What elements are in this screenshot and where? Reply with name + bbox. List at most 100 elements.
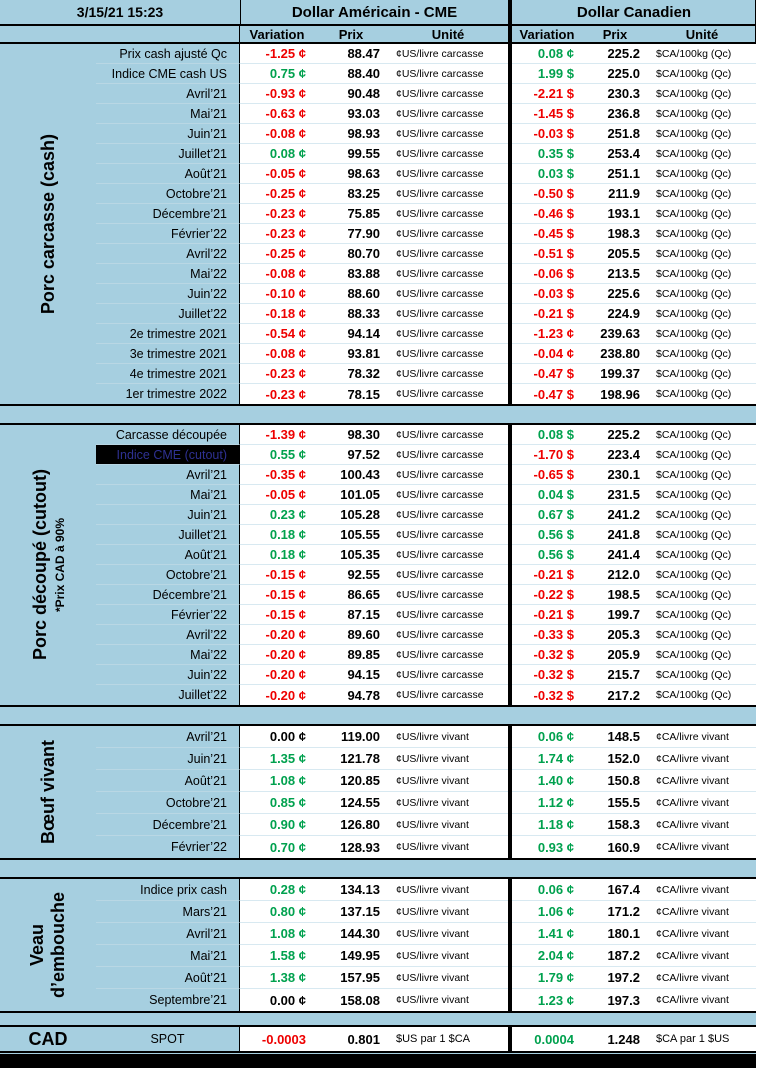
ca-variation-cell[interactable]: -0.21 $ — [512, 565, 582, 585]
row-label-cell[interactable]: Avril’21 — [96, 84, 240, 104]
us-unit-cell[interactable]: ¢US/livre vivant — [388, 748, 508, 770]
row-label-cell[interactable]: Février’22 — [96, 605, 240, 625]
us-variation-cell[interactable]: -1.25 ¢ — [240, 44, 314, 64]
ca-variation-cell[interactable]: 1.18 ¢ — [512, 814, 582, 836]
ca-price-cell[interactable]: 197.2 — [582, 967, 648, 989]
us-unit-cell[interactable]: ¢US/livre vivant — [388, 879, 508, 901]
us-variation-cell[interactable]: -0.15 ¢ — [240, 565, 314, 585]
us-unit-cell[interactable]: ¢US/livre vivant — [388, 770, 508, 792]
row-label-cell[interactable]: Août’21 — [96, 770, 240, 792]
row-label-cell[interactable]: 2e trimestre 2021 — [96, 324, 240, 344]
row-label-cell[interactable]: Indice CME cash US — [96, 64, 240, 84]
ca-variation-cell[interactable]: 0.04 $ — [512, 485, 582, 505]
us-variation-cell[interactable]: -0.93 ¢ — [240, 84, 314, 104]
us-price-cell[interactable]: 86.65 — [314, 585, 388, 605]
us-unit-cell[interactable]: ¢US/livre carcasse — [388, 525, 508, 545]
us-unit-cell[interactable]: ¢US/livre vivant — [388, 945, 508, 967]
ca-variation-cell[interactable]: -0.06 $ — [512, 264, 582, 284]
us-variation-cell[interactable]: -0.54 ¢ — [240, 324, 314, 344]
us-unit-cell[interactable]: ¢US/livre carcasse — [388, 304, 508, 324]
ca-variation-cell[interactable]: 0.67 $ — [512, 505, 582, 525]
us-unit-cell[interactable]: ¢US/livre carcasse — [388, 545, 508, 565]
ca-variation-cell[interactable]: 0.06 ¢ — [512, 726, 582, 748]
us-variation-cell[interactable]: -0.25 ¢ — [240, 244, 314, 264]
ca-variation-cell[interactable]: -2.21 $ — [512, 84, 582, 104]
us-unit-cell[interactable]: ¢US/livre vivant — [388, 989, 508, 1011]
us-price-cell[interactable]: 83.25 — [314, 184, 388, 204]
ca-price-cell[interactable]: 171.2 — [582, 901, 648, 923]
row-label-cell[interactable]: Mars’21 — [96, 901, 240, 923]
us-unit-cell[interactable]: ¢US/livre carcasse — [388, 224, 508, 244]
ca-variation-cell[interactable]: 0.93 ¢ — [512, 836, 582, 858]
us-variation-cell[interactable]: -0.05 ¢ — [240, 485, 314, 505]
ca-variation-cell[interactable]: 0.03 $ — [512, 164, 582, 184]
ca-price-cell[interactable]: 239.63 — [582, 324, 648, 344]
ca-price-cell[interactable]: 217.2 — [582, 685, 648, 705]
row-label-cell[interactable]: 3e trimestre 2021 — [96, 344, 240, 364]
ca-variation-cell[interactable]: -0.47 $ — [512, 384, 582, 404]
us-variation-cell[interactable]: 1.38 ¢ — [240, 967, 314, 989]
us-price-cell[interactable]: 87.15 — [314, 605, 388, 625]
ca-price-cell[interactable]: 251.1 — [582, 164, 648, 184]
us-variation-cell[interactable]: -0.23 ¢ — [240, 384, 314, 404]
row-label-cell[interactable]: Mai’22 — [96, 645, 240, 665]
ca-variation-cell[interactable]: 1.40 ¢ — [512, 770, 582, 792]
row-label-cell[interactable]: Avril’22 — [96, 244, 240, 264]
us-unit-cell[interactable]: ¢US/livre carcasse — [388, 164, 508, 184]
ca-unit-cell[interactable]: ¢CA/livre vivant — [648, 967, 756, 989]
us-price-cell[interactable]: 0.801 — [314, 1027, 388, 1051]
ca-variation-cell[interactable]: 1.74 ¢ — [512, 748, 582, 770]
row-label-cell[interactable]: Février’22 — [96, 224, 240, 244]
ca-unit-cell[interactable]: ¢CA/livre vivant — [648, 836, 756, 858]
us-price-cell[interactable]: 90.48 — [314, 84, 388, 104]
us-price-cell[interactable]: 89.60 — [314, 625, 388, 645]
ca-variation-cell[interactable]: -0.03 $ — [512, 284, 582, 304]
ca-unit-cell[interactable]: $CA/100kg (Qc) — [648, 244, 756, 264]
us-price-cell[interactable]: 128.93 — [314, 836, 388, 858]
row-label-cell[interactable]: Mai’21 — [96, 945, 240, 967]
row-label-cell[interactable]: Mai’22 — [96, 264, 240, 284]
us-price-cell[interactable]: 121.78 — [314, 748, 388, 770]
ca-unit-cell[interactable]: ¢CA/livre vivant — [648, 726, 756, 748]
us-variation-cell[interactable]: -0.15 ¢ — [240, 585, 314, 605]
us-unit-cell[interactable]: ¢US/livre carcasse — [388, 244, 508, 264]
row-label-cell[interactable]: Décembre’21 — [96, 814, 240, 836]
us-price-cell[interactable]: 105.55 — [314, 525, 388, 545]
us-unit-cell[interactable]: ¢US/livre carcasse — [388, 645, 508, 665]
row-label-cell[interactable]: Avril’21 — [96, 923, 240, 945]
us-variation-cell[interactable]: 1.08 ¢ — [240, 770, 314, 792]
us-variation-cell[interactable]: -0.08 ¢ — [240, 124, 314, 144]
ca-variation-cell[interactable]: 0.08 ¢ — [512, 44, 582, 64]
us-price-cell[interactable]: 88.60 — [314, 284, 388, 304]
us-price-cell[interactable]: 94.15 — [314, 665, 388, 685]
us-unit-cell[interactable]: ¢US/livre vivant — [388, 792, 508, 814]
us-variation-cell[interactable]: -0.20 ¢ — [240, 685, 314, 705]
us-price-cell[interactable]: 158.08 — [314, 989, 388, 1011]
us-variation-cell[interactable]: -0.63 ¢ — [240, 104, 314, 124]
ca-variation-cell[interactable]: -0.21 $ — [512, 605, 582, 625]
us-variation-cell[interactable]: 1.08 ¢ — [240, 923, 314, 945]
ca-price-cell[interactable]: 167.4 — [582, 879, 648, 901]
us-variation-cell[interactable]: 0.80 ¢ — [240, 901, 314, 923]
ca-price-cell[interactable]: 225.2 — [582, 425, 648, 445]
us-unit-cell[interactable]: ¢US/livre carcasse — [388, 364, 508, 384]
ca-price-cell[interactable]: 225.0 — [582, 64, 648, 84]
ca-unit-cell[interactable]: $CA/100kg (Qc) — [648, 64, 756, 84]
row-label-cell[interactable]: Août’21 — [96, 164, 240, 184]
ca-unit-cell[interactable]: $CA/100kg (Qc) — [648, 605, 756, 625]
ca-price-cell[interactable]: 211.9 — [582, 184, 648, 204]
ca-variation-cell[interactable]: -1.70 $ — [512, 445, 582, 465]
us-unit-cell[interactable]: ¢US/livre vivant — [388, 726, 508, 748]
us-variation-cell[interactable]: -0.23 ¢ — [240, 224, 314, 244]
ca-unit-cell[interactable]: $CA/100kg (Qc) — [648, 204, 756, 224]
ca-unit-cell[interactable]: $CA/100kg (Qc) — [648, 445, 756, 465]
row-label-cell[interactable]: Mai’21 — [96, 104, 240, 124]
ca-variation-cell[interactable]: -0.04 ¢ — [512, 344, 582, 364]
ca-variation-cell[interactable]: 2.04 ¢ — [512, 945, 582, 967]
us-price-cell[interactable]: 88.40 — [314, 64, 388, 84]
us-variation-cell[interactable]: -0.15 ¢ — [240, 605, 314, 625]
us-variation-cell[interactable]: -0.23 ¢ — [240, 204, 314, 224]
row-label-cell[interactable]: Juin’21 — [96, 124, 240, 144]
row-label-cell[interactable]: Carcasse découpée — [96, 425, 240, 445]
row-label-cell[interactable]: Août’21 — [96, 545, 240, 565]
